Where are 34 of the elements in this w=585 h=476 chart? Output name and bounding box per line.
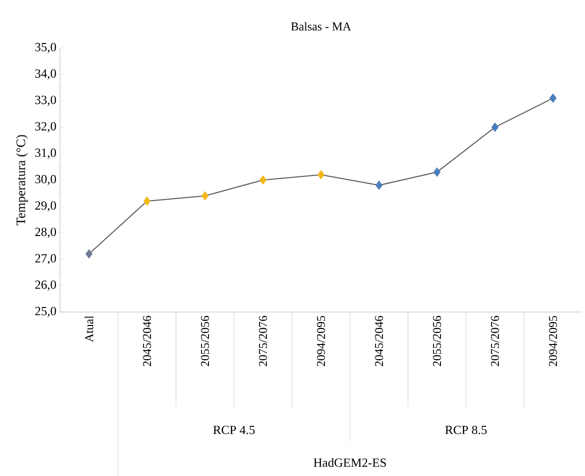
point	[549, 93, 557, 103]
x-tick-label: 2045/2046	[374, 316, 384, 366]
y-tick-label: 30,0	[35, 174, 56, 186]
x-tick-label: 2055/2056	[432, 316, 442, 366]
point	[375, 180, 383, 190]
x-tick-label: Atual	[84, 316, 94, 342]
y-tick-label: 29,0	[35, 201, 56, 212]
y-tick-label: 32,0	[35, 122, 56, 132]
y-tick-label: 25,0	[35, 306, 56, 318]
point	[85, 249, 93, 259]
chart-title: Balsas - MA	[291, 22, 352, 30]
y-tick-label: 27,0	[35, 254, 56, 264]
point	[433, 167, 441, 177]
text: RCP 8.5	[445, 426, 487, 434]
y-tick-label: 26,0	[35, 280, 56, 291]
y-axis-title: Temperatura (°C)	[16, 135, 28, 226]
y-tick-label: 35,0	[35, 42, 56, 54]
x-tick-label: 2094/2095	[548, 316, 558, 366]
x-tick-label: 2094/2095	[316, 316, 326, 366]
x-tick-label: 2055/2056	[200, 316, 210, 366]
point	[491, 122, 499, 132]
x-tick-label: 2045/2046	[142, 316, 152, 366]
y-tick-label: 34,0	[35, 69, 56, 80]
y-tick-label: 28,0	[35, 228, 56, 238]
point	[317, 170, 325, 180]
x-tick-label: 2075/2076	[490, 316, 500, 366]
y-tick-label: 31,0	[35, 148, 56, 159]
text: RCP 4.5	[213, 426, 255, 434]
x-tick-label: 2075/2076	[258, 316, 268, 366]
y-tick-label: 33,0	[35, 96, 56, 106]
point	[259, 175, 267, 185]
text: HadGEM2-ES	[314, 458, 386, 467]
point	[201, 191, 209, 201]
point	[143, 196, 151, 206]
